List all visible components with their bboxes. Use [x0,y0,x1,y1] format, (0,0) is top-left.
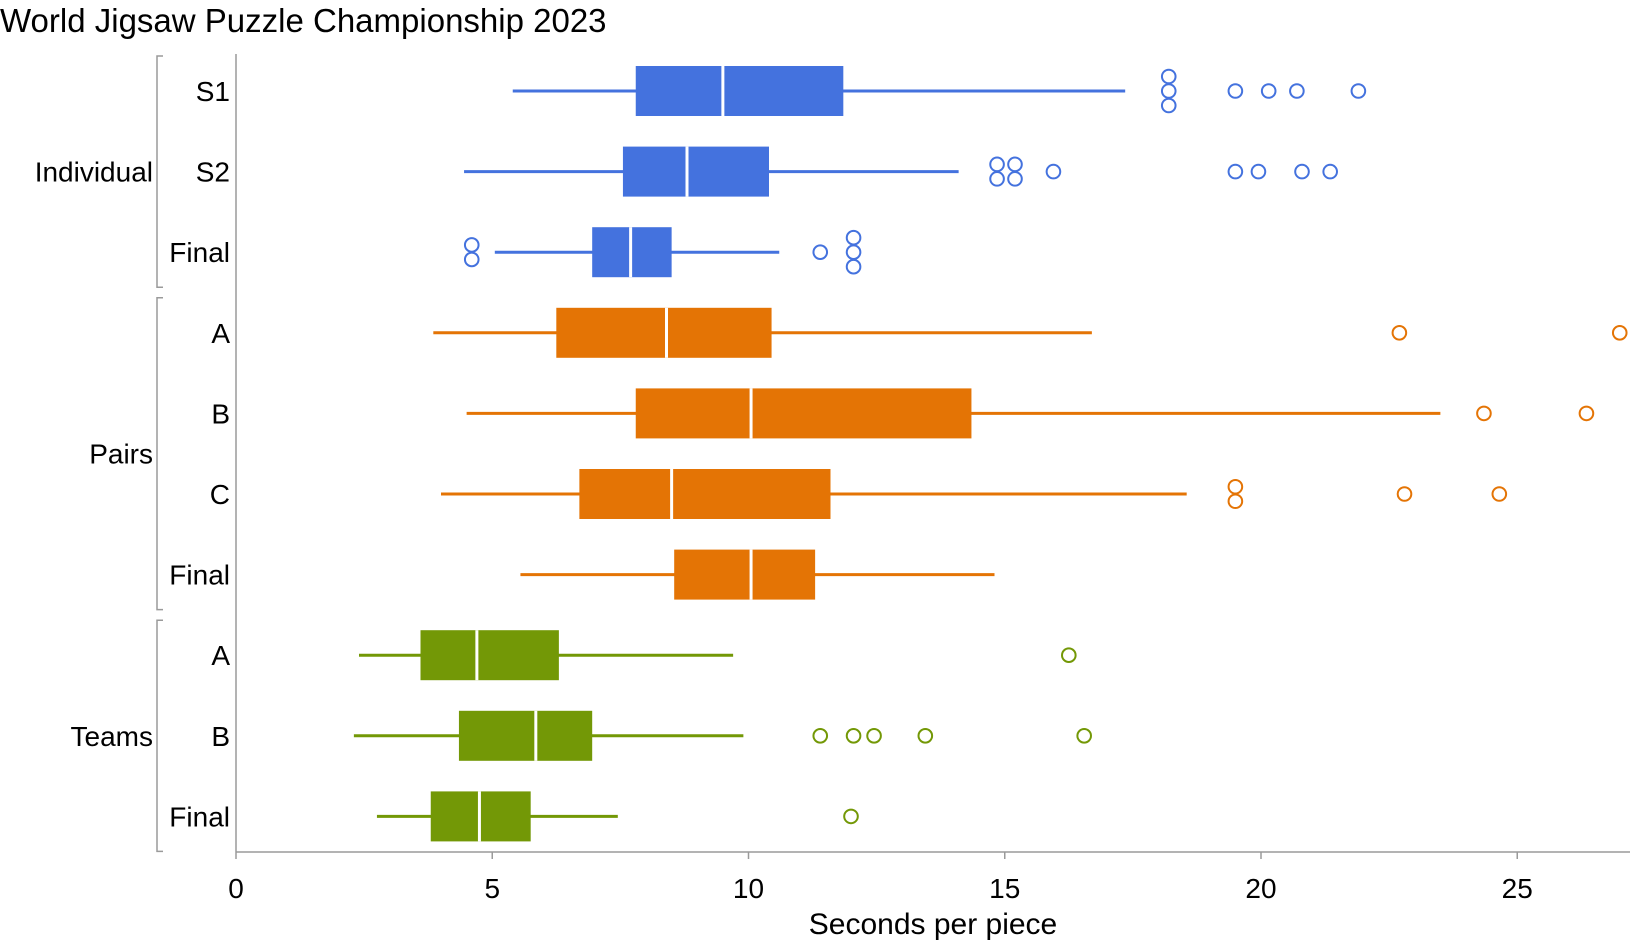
outlier-point [866,728,882,744]
outlier-point [1007,171,1023,187]
outlier-point [1350,83,1367,99]
x-axis-title: Seconds per piece [809,908,1058,941]
x-tick-label: 15 [989,873,1020,904]
outlier-point [1076,728,1092,744]
outlier-point [1476,405,1492,422]
outlier-point [1289,83,1305,99]
outlier-point [1061,647,1077,664]
iqr-box [458,710,593,761]
outlier-point [1227,163,1244,180]
outlier-point [812,728,829,744]
x-tick-label: 5 [484,873,500,904]
row-label: A [211,640,230,671]
group-bracket [156,297,163,611]
outlier-point [845,229,862,246]
outlier-point [1396,486,1413,502]
row-label: B [211,398,230,429]
outlier-point [845,244,862,260]
row-label: S1 [196,76,230,107]
iqr-box [420,630,559,681]
outlier-point [1578,405,1595,422]
outlier-point [1260,83,1277,99]
outlier-point [463,237,480,253]
iqr-box [579,469,831,519]
outlier-point [1160,97,1177,114]
outlier-point [463,251,480,268]
x-tick-label: 25 [1502,873,1533,904]
outlier-point [1227,493,1244,510]
iqr-box [635,388,972,439]
iqr-box [556,307,772,358]
row-label: Final [169,560,230,591]
row-label: Final [169,237,230,268]
row-label: C [210,479,230,510]
row-label: B [211,721,230,752]
outlier-point [812,244,829,260]
chart-title: World Jigsaw Puzzle Championship 2023 [0,2,607,39]
iqr-box [635,66,844,116]
outlier-point [989,156,1005,173]
outlier-point [1007,156,1023,173]
outlier-point [1227,83,1244,99]
group-label: Teams [71,721,153,752]
row-label: A [211,318,230,349]
outlier-point [1227,478,1244,495]
outlier-point [845,258,862,275]
x-tick-label: 10 [733,873,764,904]
outlier-point [1045,163,1062,180]
outlier-point [1250,163,1267,180]
row-label: Final [169,801,230,832]
row-label: S2 [196,157,230,188]
group-label: Individual [35,157,153,188]
outlier-point [917,728,934,744]
group-bracket [156,55,163,288]
outlier-point [1160,68,1177,85]
outlier-point [989,171,1005,187]
outlier-point [1160,83,1177,99]
outlier-point [1322,163,1338,180]
outlier-point [1391,325,1408,341]
x-tick-label: 20 [1245,873,1276,904]
iqr-box [674,549,816,600]
x-tick-label: 0 [228,873,244,904]
iqr-box [622,146,769,197]
outlier-point [1611,325,1628,341]
outlier-point [845,728,862,744]
group-label: Pairs [89,439,153,470]
group-bracket [156,619,163,853]
outlier-point [843,808,859,825]
outlier-point [1491,486,1508,502]
outlier-point [1294,163,1310,180]
